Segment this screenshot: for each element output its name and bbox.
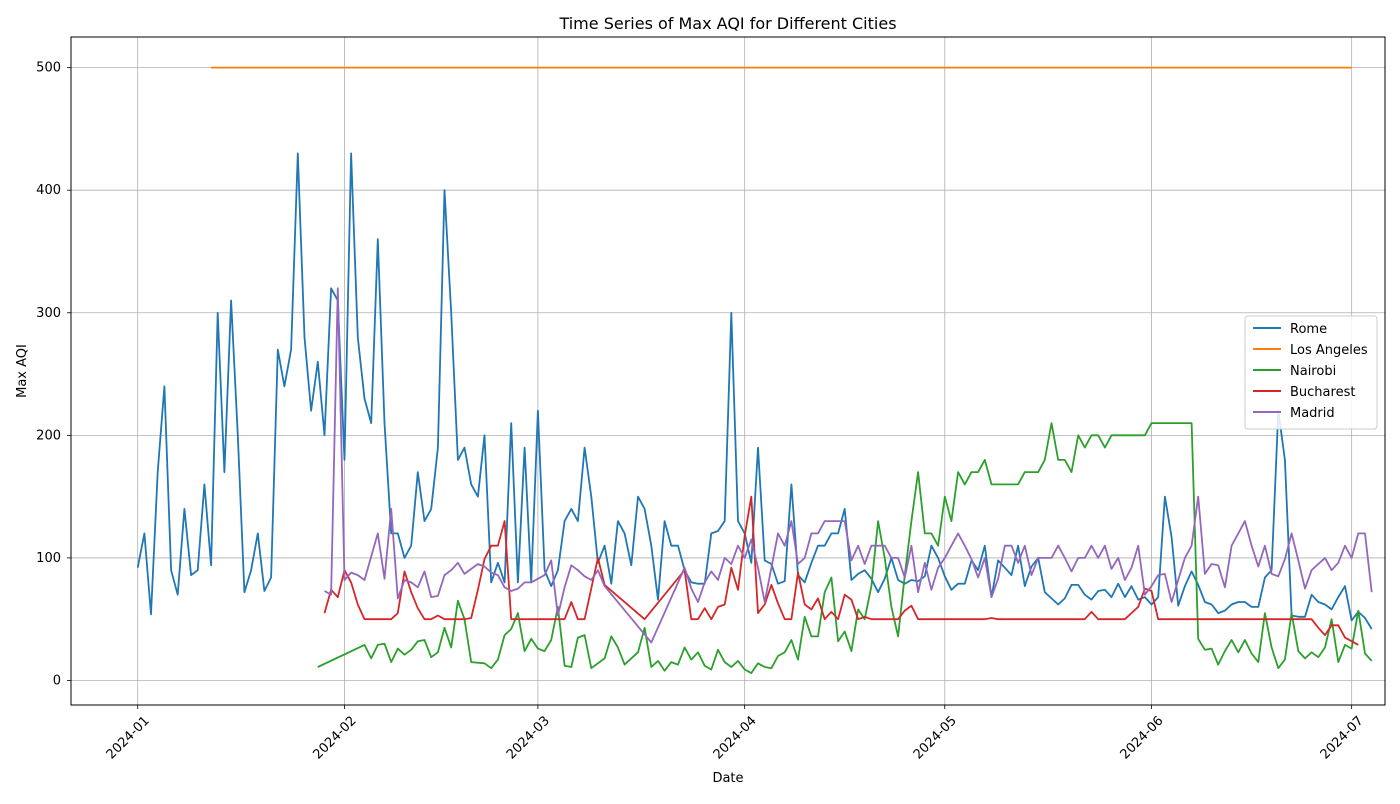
- y-tick-label: 0: [53, 673, 61, 688]
- y-axis-label: Max AQI: [15, 344, 30, 398]
- y-tick-label: 100: [36, 551, 61, 566]
- y-tick-label: 200: [36, 428, 61, 443]
- series-lines: [136, 66, 1373, 674]
- legend-label: Los Angeles: [1290, 343, 1368, 358]
- y-axis-ticks: 0 100 200 300 400 500: [36, 61, 71, 688]
- legend-label: Rome: [1290, 322, 1327, 337]
- y-tick-label: 300: [36, 306, 61, 321]
- y-tick-label: 500: [36, 61, 61, 76]
- series-line-rome: [136, 152, 1373, 630]
- legend-frame: [1244, 315, 1378, 430]
- legend-label: Nairobi: [1290, 364, 1336, 379]
- chart-title: Time Series of Max AQI for Different Cit…: [558, 14, 896, 33]
- legend: Rome Los Angeles Nairobi Bucharest Madrid: [1244, 315, 1378, 430]
- y-tick-label: 400: [36, 183, 61, 198]
- x-axis-label: Date: [712, 771, 743, 786]
- series-line-madrid: [324, 287, 1373, 644]
- series-line-bucharest: [323, 495, 1359, 646]
- legend-label: Bucharest: [1290, 385, 1355, 400]
- legend-label: Madrid: [1290, 406, 1335, 421]
- plot-frame: [70, 36, 1386, 706]
